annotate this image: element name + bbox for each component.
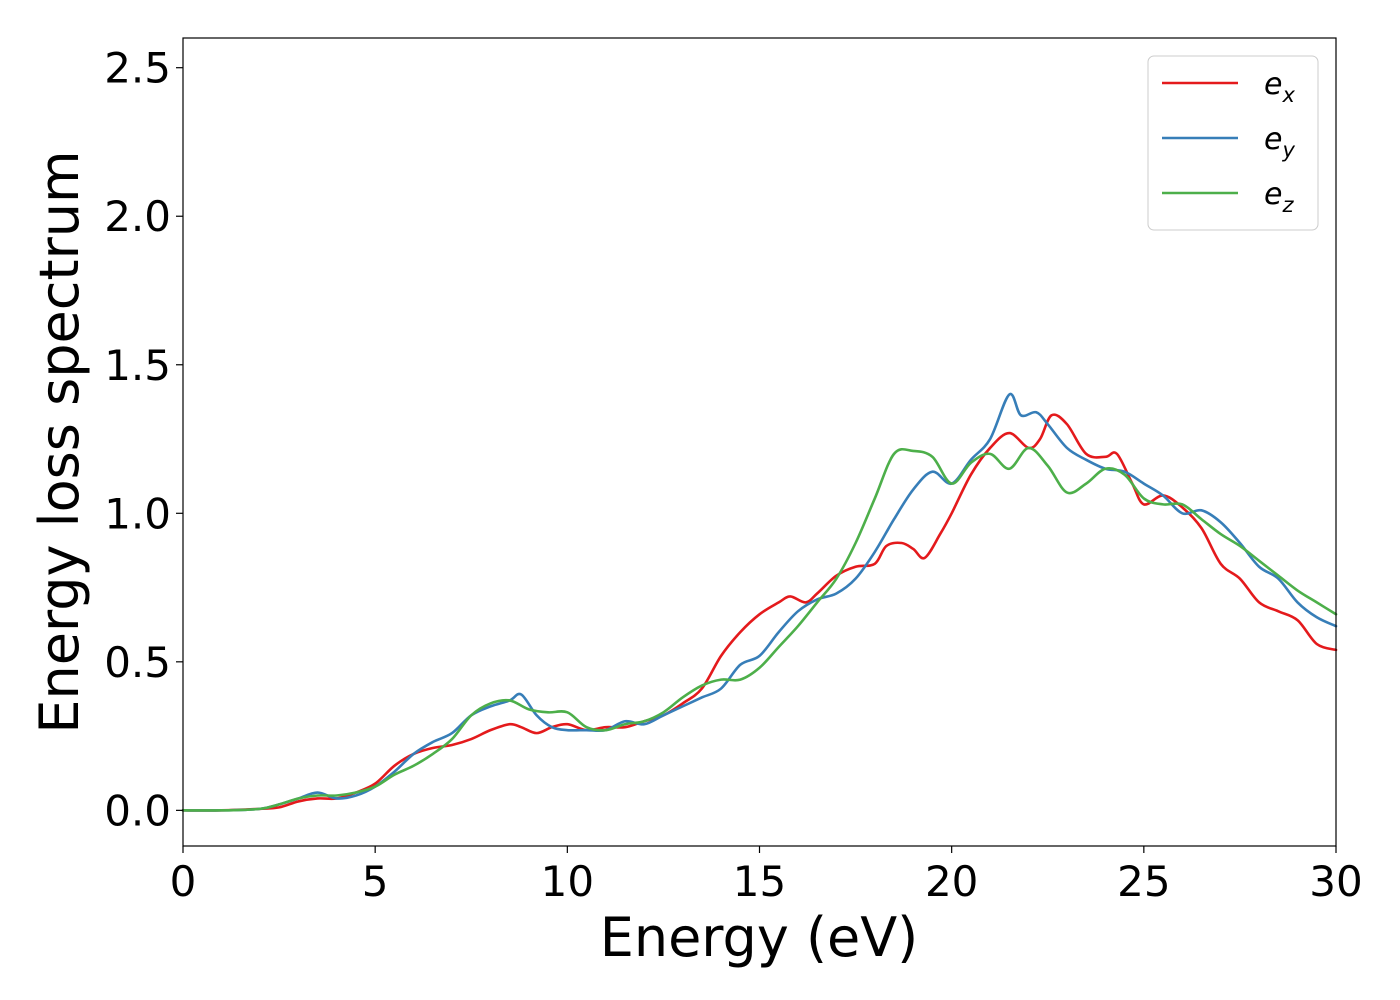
legend: ex ey ez bbox=[1147, 55, 1319, 231]
y-tick-label-1.5: 1.5 bbox=[104, 341, 171, 390]
legend-label-ey: ey bbox=[1264, 122, 1295, 162]
legend-label-ez: ez bbox=[1264, 177, 1294, 217]
y-axis: 0.0 0.5 1.0 1.5 2.0 2.5 bbox=[104, 44, 183, 835]
y-tick-label-0.5: 0.5 bbox=[104, 638, 171, 687]
series-layer bbox=[181, 392, 1338, 812]
x-tick-label-5: 5 bbox=[362, 857, 389, 906]
x-axis: 0 5 10 15 20 25 30 bbox=[170, 846, 1363, 906]
x-tick-label-10: 10 bbox=[541, 857, 594, 906]
series-line-ex bbox=[181, 413, 1338, 812]
y-tick-label-2.5: 2.5 bbox=[104, 44, 171, 93]
x-tick-label-30: 30 bbox=[1309, 857, 1362, 906]
y-axis-label: Energy loss spectrum bbox=[28, 150, 91, 733]
x-axis-label: Energy (eV) bbox=[600, 906, 919, 969]
x-tick-label-20: 20 bbox=[925, 857, 978, 906]
series-line-ez bbox=[181, 446, 1338, 812]
y-tick-label-0.0: 0.0 bbox=[104, 786, 171, 835]
plot-background bbox=[183, 38, 1336, 846]
legend-label-ex: ex bbox=[1264, 67, 1295, 107]
x-tick-label-15: 15 bbox=[733, 857, 786, 906]
x-tick-label-0: 0 bbox=[170, 857, 197, 906]
y-tick-label-1.0: 1.0 bbox=[104, 489, 171, 538]
legend-box bbox=[1147, 55, 1319, 231]
series-line-ey bbox=[181, 392, 1338, 812]
x-tick-label-25: 25 bbox=[1117, 857, 1170, 906]
y-tick-label-2.0: 2.0 bbox=[104, 192, 171, 241]
